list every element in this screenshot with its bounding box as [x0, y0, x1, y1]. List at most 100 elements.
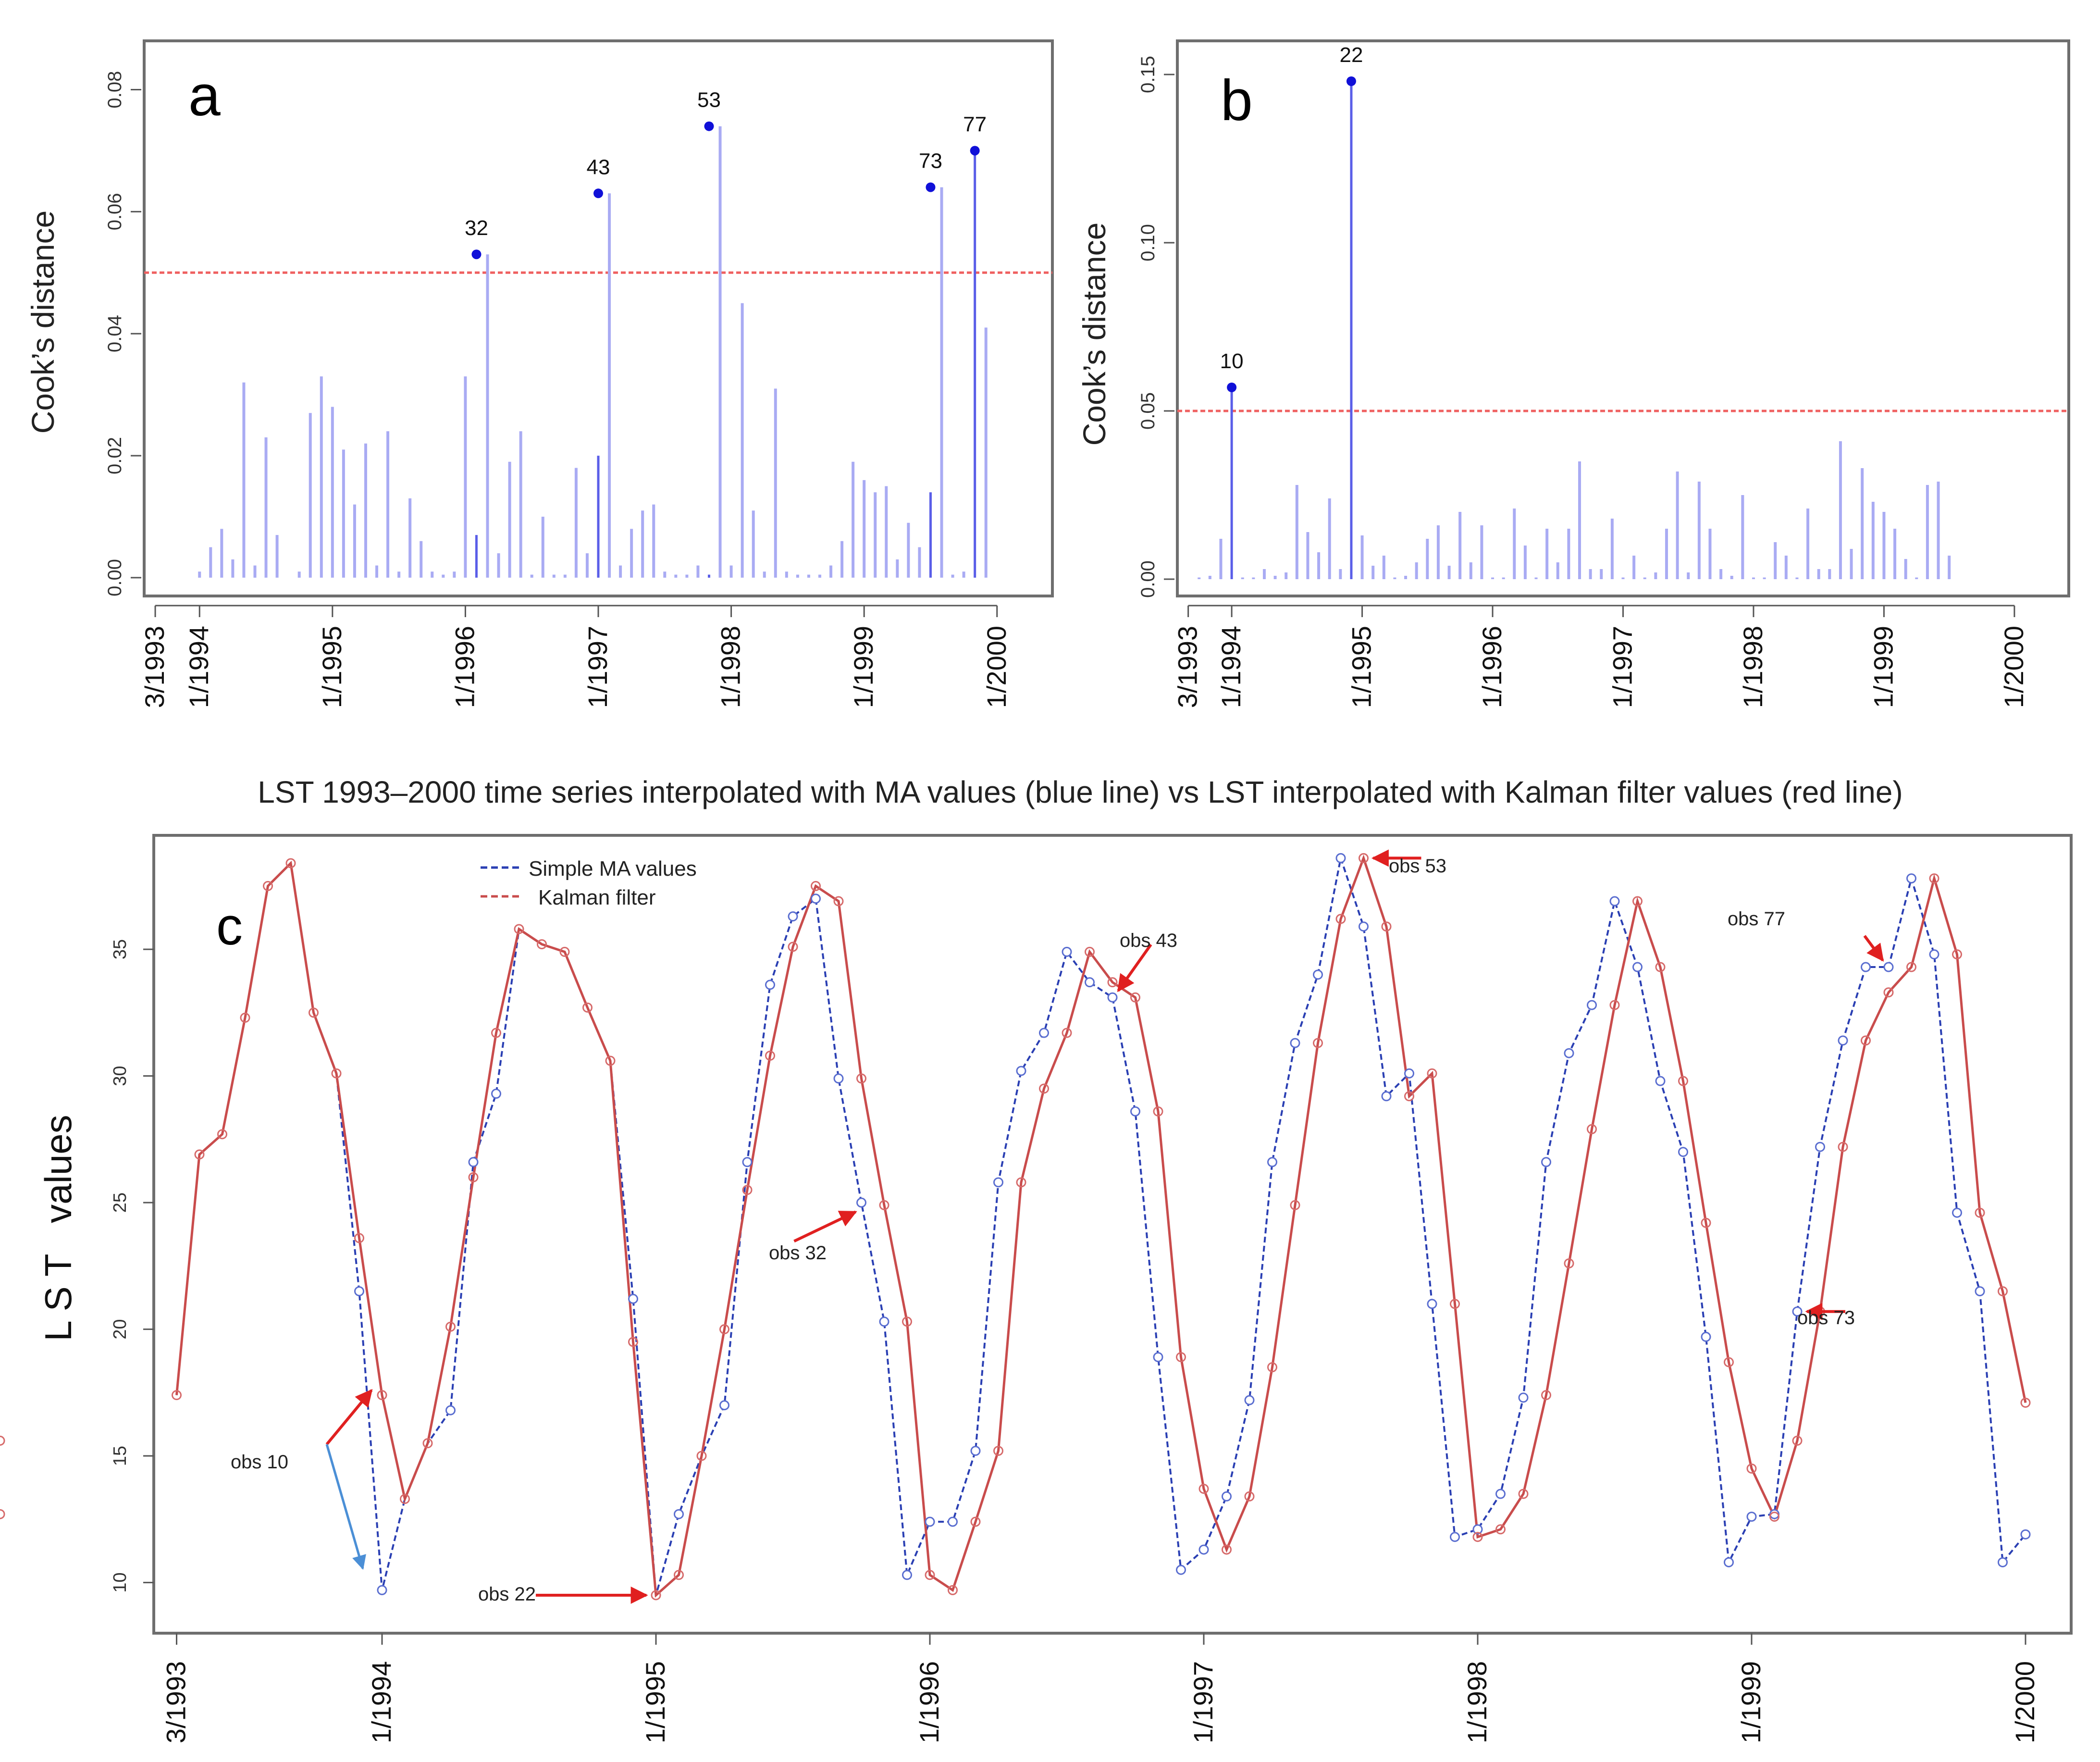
ma-point	[1039, 1028, 1049, 1038]
kalman-point	[2020, 1397, 2031, 1408]
annotation-arrow-blue	[325, 1444, 366, 1570]
x-tick-label: 1/1997	[1607, 626, 1638, 708]
y-tick-label: 15	[110, 1446, 130, 1466]
panel-c-letter: c	[216, 897, 243, 956]
kalman-point	[948, 1585, 958, 1595]
kalman-point	[1724, 1357, 1734, 1367]
kalman-point	[331, 1068, 342, 1079]
ma-point	[811, 893, 821, 904]
ma-point	[1861, 962, 1871, 972]
ma-point	[948, 1516, 958, 1527]
x-tick-label: 1/1996	[449, 626, 480, 708]
x-tick-label: 1/1999	[848, 626, 878, 708]
panel-b-letter: b	[1221, 68, 1253, 133]
x-tick-label: 1/1997	[582, 626, 613, 708]
panel-a-frame	[143, 39, 1054, 597]
kalman-point	[1062, 1028, 1072, 1038]
ma-point	[925, 1516, 935, 1527]
kalman-point	[1975, 1207, 1985, 1218]
ma-point	[1267, 1157, 1277, 1167]
y-tick-label: 0.00	[1137, 560, 1159, 598]
kalman-point	[993, 1446, 1003, 1456]
outlier-label: 77	[963, 112, 987, 136]
outlier-point	[1227, 383, 1237, 392]
kalman-point	[1495, 1524, 1506, 1535]
kalman-point	[1107, 977, 1118, 988]
outlier-label: 10	[1220, 349, 1244, 373]
kalman-point	[1222, 1544, 1232, 1555]
ma-point	[1153, 1352, 1163, 1363]
kalman-point	[1564, 1258, 1574, 1269]
ma-point	[1290, 1038, 1300, 1048]
kalman-point	[1838, 1142, 1848, 1152]
ma-point	[354, 1286, 364, 1297]
kalman-point	[1244, 1491, 1255, 1501]
kalman-point	[1290, 1200, 1300, 1210]
panel-b-frame	[1176, 39, 2070, 597]
ma-point	[1085, 977, 1095, 988]
kalman-point	[172, 1390, 182, 1401]
panel-c-frame	[152, 834, 2073, 1635]
ma-point	[856, 1197, 866, 1208]
ma-point	[1107, 992, 1118, 1003]
y-tick-label: 0.10	[1137, 224, 1159, 261]
x-tick-label: 1/1994	[184, 626, 214, 708]
kalman-point	[970, 1516, 981, 1527]
outlier-label: 73	[919, 149, 942, 173]
kalman-point	[559, 946, 570, 957]
kalman-point	[1381, 921, 1392, 932]
x-tick-label: 1/1995	[640, 1661, 670, 1743]
panel-b: b Cook’s distance 0.00 0.05 0.10 0.15 3/199…	[1076, 39, 2070, 708]
ma-point	[970, 1446, 981, 1456]
kalman-point	[309, 1007, 319, 1018]
ma-point	[628, 1293, 638, 1304]
outlier-point	[593, 188, 603, 199]
kalman-point	[879, 1200, 889, 1210]
kalman-point	[833, 896, 844, 906]
ma-point	[1062, 946, 1072, 957]
annotation-arrow	[1117, 943, 1152, 993]
ma-point	[1883, 962, 1894, 972]
kalman-point	[1746, 1463, 1757, 1474]
ma-point	[902, 1570, 912, 1580]
ma-point	[788, 911, 798, 922]
x-tick-label: 1/1998	[1462, 1661, 1492, 1743]
x-tick-label: 1/2000	[981, 626, 1012, 708]
y-tick-label: 25	[110, 1192, 130, 1213]
kalman-point	[354, 1233, 364, 1243]
ma-point	[1975, 1286, 1985, 1297]
panel-b-ylabel: Cook’s distance	[1076, 223, 1112, 446]
panel-c: c L S T values Simple MA values Kalman f…	[0, 834, 2073, 1743]
kalman-point	[285, 858, 296, 869]
kalman-point	[719, 1324, 729, 1335]
kalman-point	[0, 1435, 5, 1446]
kalman-point	[765, 1050, 775, 1061]
outlier-point	[1346, 76, 1356, 86]
kalman-point	[1427, 1068, 1437, 1079]
y-tick-label: 0.05	[1137, 392, 1159, 430]
kalman-point	[811, 881, 821, 891]
outlier-point	[704, 121, 714, 131]
kalman-point	[582, 1002, 593, 1013]
annotation-arrow	[793, 1210, 857, 1243]
kalman-point	[1861, 1035, 1871, 1046]
kalman-point	[1016, 1177, 1026, 1188]
ma-point	[674, 1509, 684, 1519]
annotation-label: obs 43	[1120, 930, 1177, 951]
x-tick-label: 1/1997	[1188, 1661, 1218, 1743]
ma-point	[993, 1177, 1003, 1188]
series-line-kalman	[175, 854, 2027, 1598]
ma-point	[468, 1157, 479, 1167]
kalman-point	[1153, 1106, 1163, 1117]
kalman-point	[1359, 853, 1369, 863]
ma-point	[1495, 1489, 1506, 1499]
y-tick-label: 0.08	[104, 71, 125, 109]
kalman-point	[1952, 949, 1962, 960]
kalman-point	[925, 1570, 935, 1580]
kalman-point	[1678, 1076, 1688, 1086]
ma-point	[1381, 1091, 1392, 1102]
kalman-point	[217, 1129, 227, 1140]
kalman-point	[445, 1321, 456, 1332]
kalman-point	[1404, 1091, 1414, 1102]
ma-point	[377, 1585, 387, 1595]
